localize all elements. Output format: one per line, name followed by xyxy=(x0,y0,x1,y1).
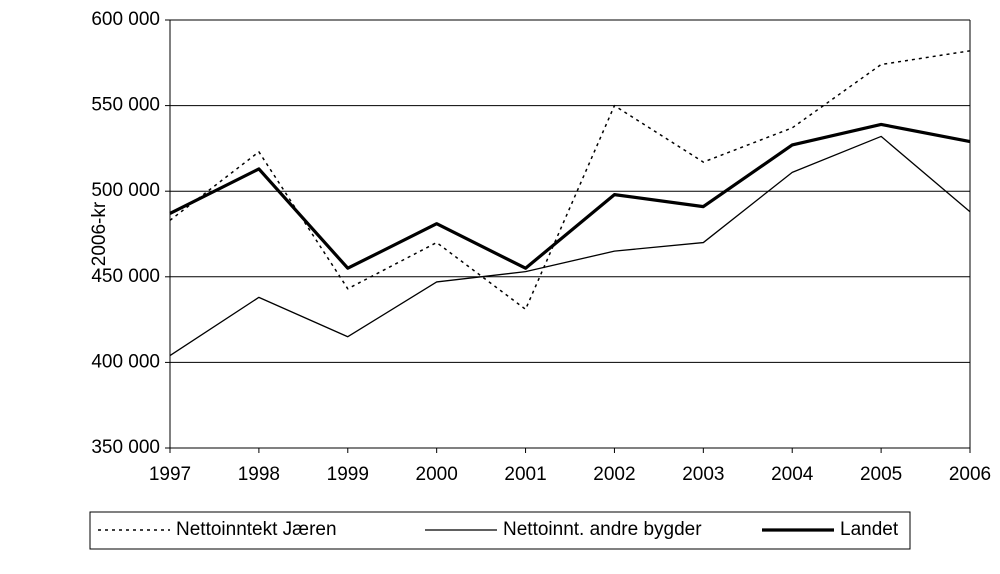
x-tick-label: 1997 xyxy=(149,464,191,485)
series-line xyxy=(169,50,971,311)
x-tick-label: 2004 xyxy=(771,464,814,485)
y-tick-label: 600 000 xyxy=(91,9,160,30)
y-tick-label: 350 000 xyxy=(91,437,160,458)
series-line xyxy=(169,122,971,270)
x-tick-label: 2002 xyxy=(593,464,635,485)
legend-label: Nettoinntekt Jæren xyxy=(176,519,337,540)
x-tick-label: 2000 xyxy=(416,464,458,485)
y-tick-label: 450 000 xyxy=(91,266,160,287)
x-tick-label: 2003 xyxy=(682,464,724,485)
x-tick-label: 1999 xyxy=(327,464,369,485)
x-tick-label: 2005 xyxy=(860,464,902,485)
y-tick-label: 400 000 xyxy=(91,351,160,372)
x-tick-label: 2001 xyxy=(504,464,546,485)
x-tick-label: 1998 xyxy=(238,464,280,485)
y-tick-label: 500 000 xyxy=(91,180,160,201)
legend-label: Landet xyxy=(840,519,899,540)
legend-label: Nettoinnt. andre bygder xyxy=(503,519,702,540)
series-line xyxy=(169,135,971,357)
x-tick-label: 2006 xyxy=(949,464,991,485)
y-axis-label: 2006-kr xyxy=(89,201,110,266)
y-tick-label: 550 000 xyxy=(91,95,160,116)
